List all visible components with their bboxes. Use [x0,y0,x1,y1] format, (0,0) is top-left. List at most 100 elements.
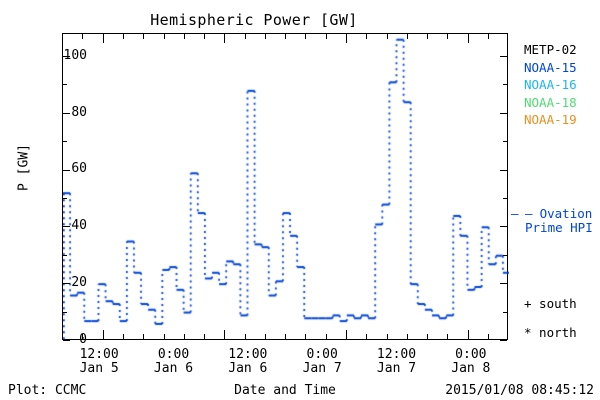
x-tick-major [102,34,104,43]
y-tick-mark [500,55,507,57]
x-tick-minor [285,34,287,39]
x-tick-major [346,330,348,339]
y-tick-mark [63,226,70,228]
x-tick-major [224,34,226,43]
x-tick-minor [204,334,206,339]
x-tick-minor [366,34,368,39]
x-tick-minor [366,334,368,339]
x-tick-minor [123,34,125,39]
y-tick-minor [503,311,507,313]
y-tick-mark [63,340,70,342]
x-tick-minor [447,334,449,339]
x-tick-minor [143,34,145,39]
x-tick-time: 12:00 [79,347,119,362]
y-tick-mark [500,112,507,114]
y-tick-mark [63,283,70,285]
x-tick-minor [325,34,327,39]
chart-canvas [63,34,509,341]
legend-ovation-prime-hpi: — — Ovation Prime HPI [511,207,600,235]
y-tick-label: 0 [79,332,87,347]
y-tick-label: 60 [71,161,87,177]
y-tick-mark [500,283,507,285]
ovation-line-sample: — — [511,206,533,221]
ovation-legend-label-line1: Ovation [539,206,593,221]
x-tick-label: 12:00 Jan 7 [352,348,442,376]
ovation-legend-label-line2: Prime HPI [525,220,593,235]
x-tick-minor [487,34,489,39]
x-tick-major [102,330,104,339]
x-tick-minor [264,34,266,39]
x-tick-major [224,330,226,339]
x-tick-time: 0:00 [157,347,190,362]
y-tick-label: 100 [63,47,87,63]
y-tick-minor [63,198,67,200]
x-tick-minor [447,34,449,39]
footer-plot-source: Plot: CCMC [8,383,87,398]
legend-item-metp-02: METP-02 [524,42,577,57]
x-tick-label: 0:00 Jan 7 [277,348,367,376]
x-tick-minor [244,334,246,339]
x-tick-date: Jan 7 [302,361,342,376]
y-tick-minor [63,84,67,86]
x-tick-minor [82,334,84,339]
legend-item-noaa-18: NOAA-18 [524,94,577,110]
x-tick-label: 12:00 Jan 5 [54,348,144,376]
y-tick-mark [63,112,70,114]
x-tick-date: Jan 7 [376,361,417,376]
y-tick-minor [503,84,507,86]
x-tick-label: 12:00 Jan 6 [203,348,293,376]
legend: METP-02 NOAA-15 NOAA-16 NOAA-18 NOAA-19 [524,41,600,129]
x-tick-major [346,34,348,43]
x-tick-major [467,330,469,339]
x-tick-date: Jan 6 [228,361,268,376]
page-title: Hemispheric Power [GW] [150,11,358,29]
y-tick-label: 80 [71,104,87,120]
y-tick-minor [63,141,67,143]
legend-item-noaa-16: NOAA-16 [524,77,577,92]
x-axis-label: Date and Time [234,383,336,398]
x-tick-minor [285,334,287,339]
x-tick-label: 0:00 Jan 8 [426,348,516,376]
x-tick-minor [406,34,408,39]
y-tick-label: 20 [71,275,87,291]
y-axis-label: P [GW] [16,144,32,191]
x-tick-major [467,34,469,43]
y-tick-minor [63,255,67,257]
x-tick-minor [386,334,388,339]
x-tick-minor [305,34,307,39]
x-tick-minor [305,334,307,339]
y-tick-minor [503,141,507,143]
y-tick-minor [503,255,507,257]
x-tick-time: 12:00 [376,347,417,362]
y-tick-label: 40 [71,218,87,234]
x-tick-date: Jan 6 [153,361,194,376]
x-tick-minor [264,334,266,339]
x-tick-minor [427,34,429,39]
x-tick-minor [183,34,185,39]
marker-legend-south: + south [524,296,577,311]
x-tick-minor [123,334,125,339]
x-tick-time: 0:00 [306,347,338,362]
x-tick-time: 0:00 [455,347,487,362]
y-tick-mark [63,55,70,57]
x-tick-minor [325,334,327,339]
x-tick-time: 12:00 [228,347,268,362]
marker-legend-north: * north [524,325,577,340]
x-tick-minor [204,34,206,39]
x-tick-minor [143,334,145,339]
y-tick-minor [63,311,67,313]
x-tick-minor [406,334,408,339]
plot-area [62,33,509,342]
x-tick-date: Jan 5 [79,361,119,376]
x-tick-date: Jan 8 [451,361,491,376]
footer-timestamp: 2015/01/08 08:45:12 [445,383,594,398]
legend-item-noaa-15: NOAA-15 [524,59,577,75]
x-tick-minor [82,34,84,39]
x-tick-minor [386,34,388,39]
x-tick-minor [163,34,165,39]
x-tick-minor [183,334,185,339]
y-tick-mark [500,340,507,342]
y-tick-mark [63,169,70,171]
x-tick-minor [163,334,165,339]
